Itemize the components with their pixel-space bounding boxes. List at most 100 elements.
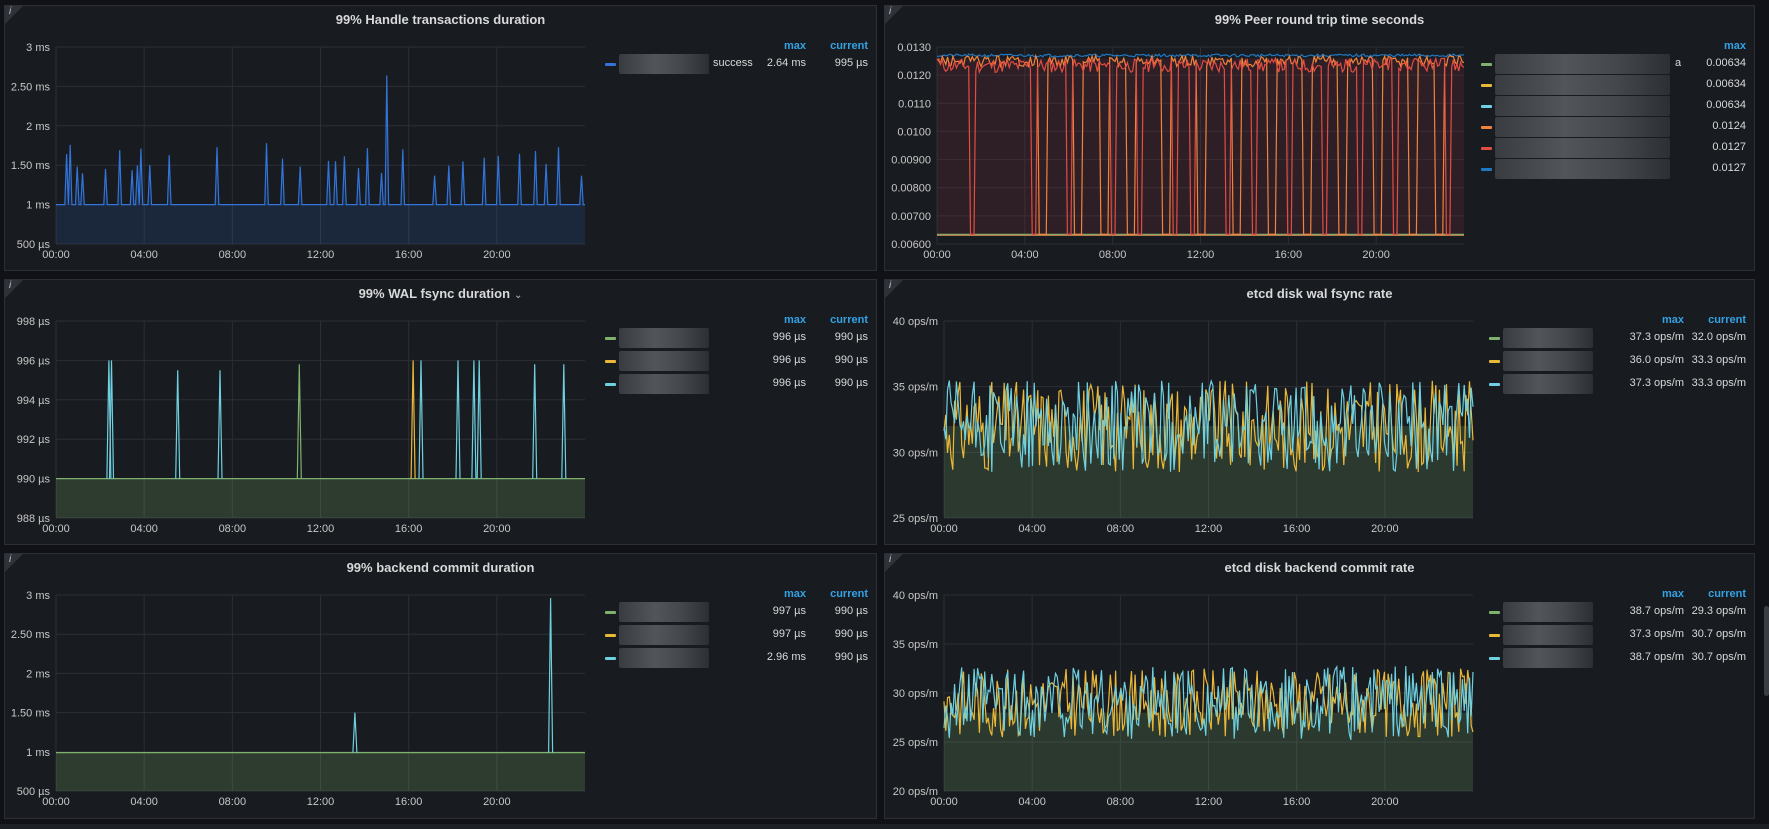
graph-p2[interactable]: 0.0130 0.0120 0.0110 0.0100 0.00900 0.00800 0.… bbox=[885, 6, 1756, 272]
scrollbar[interactable] bbox=[1764, 606, 1769, 696]
legend-current-value: 30.7 ops/m bbox=[1691, 628, 1746, 640]
series-color-swatch[interactable] bbox=[605, 63, 616, 66]
x-tick-label: 16:00 bbox=[1283, 796, 1311, 808]
y-tick-label: 3 ms bbox=[26, 590, 50, 602]
x-tick-label: 16:00 bbox=[395, 796, 423, 808]
series-color-swatch[interactable] bbox=[605, 337, 616, 340]
y-tick-label: 990 µs bbox=[17, 474, 51, 486]
panel-p3[interactable]: i 99% WAL fsync duration ⌄ 998 µs 996 µs 994 … bbox=[4, 279, 877, 545]
legend-header-current[interactable]: current bbox=[830, 588, 868, 600]
info-icon[interactable]: i bbox=[885, 6, 903, 24]
y-tick-label: 1 ms bbox=[26, 747, 50, 759]
series-color-swatch[interactable] bbox=[1481, 84, 1492, 87]
series-color-swatch[interactable] bbox=[1489, 634, 1500, 637]
legend-item[interactable]: 38.7 ops/m 29.3 ops/m bbox=[1489, 602, 1746, 622]
info-icon[interactable]: i bbox=[5, 554, 23, 572]
legend-header-max[interactable]: max bbox=[783, 314, 806, 326]
legend-header-current[interactable]: current bbox=[1708, 314, 1746, 326]
legend-item[interactable]: 37.3 ops/m 33.3 ops/m bbox=[1489, 374, 1746, 394]
panel-p4[interactable]: i etcd disk wal fsync rate 40 ops/m 35 ops/… bbox=[884, 279, 1755, 545]
legend-max-value: 36.0 ops/m bbox=[1629, 354, 1684, 366]
y-tick-label: 1.50 ms bbox=[11, 708, 51, 720]
legend-max-value: 996 µs bbox=[772, 331, 806, 343]
legend-item[interactable]: 37.3 ops/m 32.0 ops/m bbox=[1489, 328, 1746, 348]
legend-item[interactable]: 2.96 ms 990 µs bbox=[605, 648, 868, 668]
legend-item[interactable]: 38.7 ops/m 30.7 ops/m bbox=[1489, 648, 1746, 668]
bottom-row-edge bbox=[0, 824, 1769, 829]
chevron-down-icon[interactable]: ⌄ bbox=[514, 290, 523, 301]
legend-item[interactable]: 0.0127 bbox=[1481, 138, 1746, 158]
panel-p5[interactable]: i 99% backend commit duration 3 ms 2.50 ms 2… bbox=[4, 553, 877, 819]
series-color-swatch[interactable] bbox=[1481, 147, 1492, 150]
legend-header-max[interactable]: max bbox=[783, 40, 806, 52]
info-icon[interactable]: i bbox=[885, 554, 903, 572]
panel-title[interactable]: 99% WAL fsync duration ⌄ bbox=[5, 286, 876, 301]
series-spike bbox=[418, 360, 424, 479]
legend-header-current[interactable]: current bbox=[1708, 588, 1746, 600]
y-tick-label: 0.00600 bbox=[891, 239, 931, 251]
series-color-swatch[interactable] bbox=[1489, 657, 1500, 660]
series-color-swatch[interactable] bbox=[605, 383, 616, 386]
legend-item[interactable]: 997 µs 990 µs bbox=[605, 625, 868, 645]
series-success-area bbox=[56, 75, 585, 245]
legend-header-max[interactable]: max bbox=[1661, 588, 1684, 600]
legend-item[interactable]: success 2.64 ms 995 µs bbox=[605, 54, 868, 74]
panel-title[interactable]: 99% backend commit duration bbox=[5, 560, 876, 575]
y-tick-label: 30 ops/m bbox=[893, 447, 938, 459]
y-tick-label: 992 µs bbox=[17, 434, 51, 446]
panel-title[interactable]: etcd disk wal fsync rate bbox=[885, 286, 1754, 301]
series-color-swatch[interactable] bbox=[1489, 611, 1500, 614]
x-tick-label: 00:00 bbox=[923, 249, 951, 261]
panel-p2[interactable]: i 99% Peer round trip time seconds 0.0130 0… bbox=[884, 5, 1755, 271]
legend-item[interactable]: 0.0124 bbox=[1481, 117, 1746, 137]
series-spike bbox=[108, 360, 115, 479]
legend-header-max[interactable]: max bbox=[1661, 314, 1684, 326]
series-color-swatch[interactable] bbox=[1481, 126, 1492, 129]
legend-header-max[interactable]: max bbox=[1723, 40, 1746, 52]
legend-item[interactable]: a 0.00634 bbox=[1481, 54, 1746, 74]
series-color-swatch[interactable] bbox=[1489, 360, 1500, 363]
legend-item[interactable]: 996 µs 990 µs bbox=[605, 374, 868, 394]
legend-current-value: 990 µs bbox=[834, 331, 868, 343]
info-icon[interactable]: i bbox=[885, 280, 903, 298]
panel-title[interactable]: 99% Peer round trip time seconds bbox=[885, 12, 1754, 27]
panel-title[interactable]: 99% Handle transactions duration bbox=[5, 12, 876, 27]
x-tick-label: 08:00 bbox=[219, 249, 247, 261]
legend-item[interactable]: 0.00634 bbox=[1481, 96, 1746, 116]
legend-item[interactable]: 996 µs 990 µs bbox=[605, 351, 868, 371]
legend-item[interactable]: 0.0127 bbox=[1481, 159, 1746, 179]
legend-item[interactable]: 996 µs 990 µs bbox=[605, 328, 868, 348]
info-icon[interactable]: i bbox=[5, 280, 23, 298]
series-color-swatch[interactable] bbox=[1489, 383, 1500, 386]
legend-item[interactable]: 997 µs 990 µs bbox=[605, 602, 868, 622]
legend-header-current[interactable]: current bbox=[830, 40, 868, 52]
series-color-swatch[interactable] bbox=[605, 657, 616, 660]
series-color-swatch[interactable] bbox=[1481, 63, 1492, 66]
series-spike bbox=[175, 370, 181, 479]
panel-title-text: 99% Peer round trip time seconds bbox=[1214, 12, 1425, 27]
graph-p3[interactable]: 998 µs 996 µs 994 µs 992 µs 990 µs 988 µs00:0… bbox=[5, 280, 878, 546]
panel-p6[interactable]: i etcd disk backend commit rate 40 ops/m 35… bbox=[884, 553, 1755, 819]
series-color-swatch[interactable] bbox=[1481, 105, 1492, 108]
legend-header-current[interactable]: current bbox=[830, 314, 868, 326]
series-color-swatch[interactable] bbox=[605, 611, 616, 614]
redacted-series-name bbox=[619, 328, 709, 348]
legend-item[interactable]: 0.00634 bbox=[1481, 75, 1746, 95]
legend-item[interactable]: 36.0 ops/m 33.3 ops/m bbox=[1489, 351, 1746, 371]
series-color-swatch[interactable] bbox=[605, 360, 616, 363]
series-color-swatch[interactable] bbox=[1481, 168, 1492, 171]
series-color-swatch[interactable] bbox=[1489, 337, 1500, 340]
x-tick-label: 00:00 bbox=[930, 523, 958, 535]
series-spike bbox=[217, 370, 223, 479]
graph-p6[interactable]: 40 ops/m 35 ops/m 30 ops/m 25 ops/m 20 ops/m… bbox=[885, 554, 1756, 820]
panel-title[interactable]: etcd disk backend commit rate bbox=[885, 560, 1754, 575]
series-color-swatch[interactable] bbox=[605, 634, 616, 637]
y-tick-label: 988 µs bbox=[17, 513, 51, 525]
graph-p4[interactable]: 40 ops/m 35 ops/m 30 ops/m 25 ops/m00:00 04:… bbox=[885, 280, 1756, 546]
legend-item[interactable]: 37.3 ops/m 30.7 ops/m bbox=[1489, 625, 1746, 645]
legend-header-max[interactable]: max bbox=[783, 588, 806, 600]
info-icon[interactable]: i bbox=[5, 6, 23, 24]
panel-p1[interactable]: i 99% Handle transactions duration 3 ms 2.5… bbox=[4, 5, 877, 271]
